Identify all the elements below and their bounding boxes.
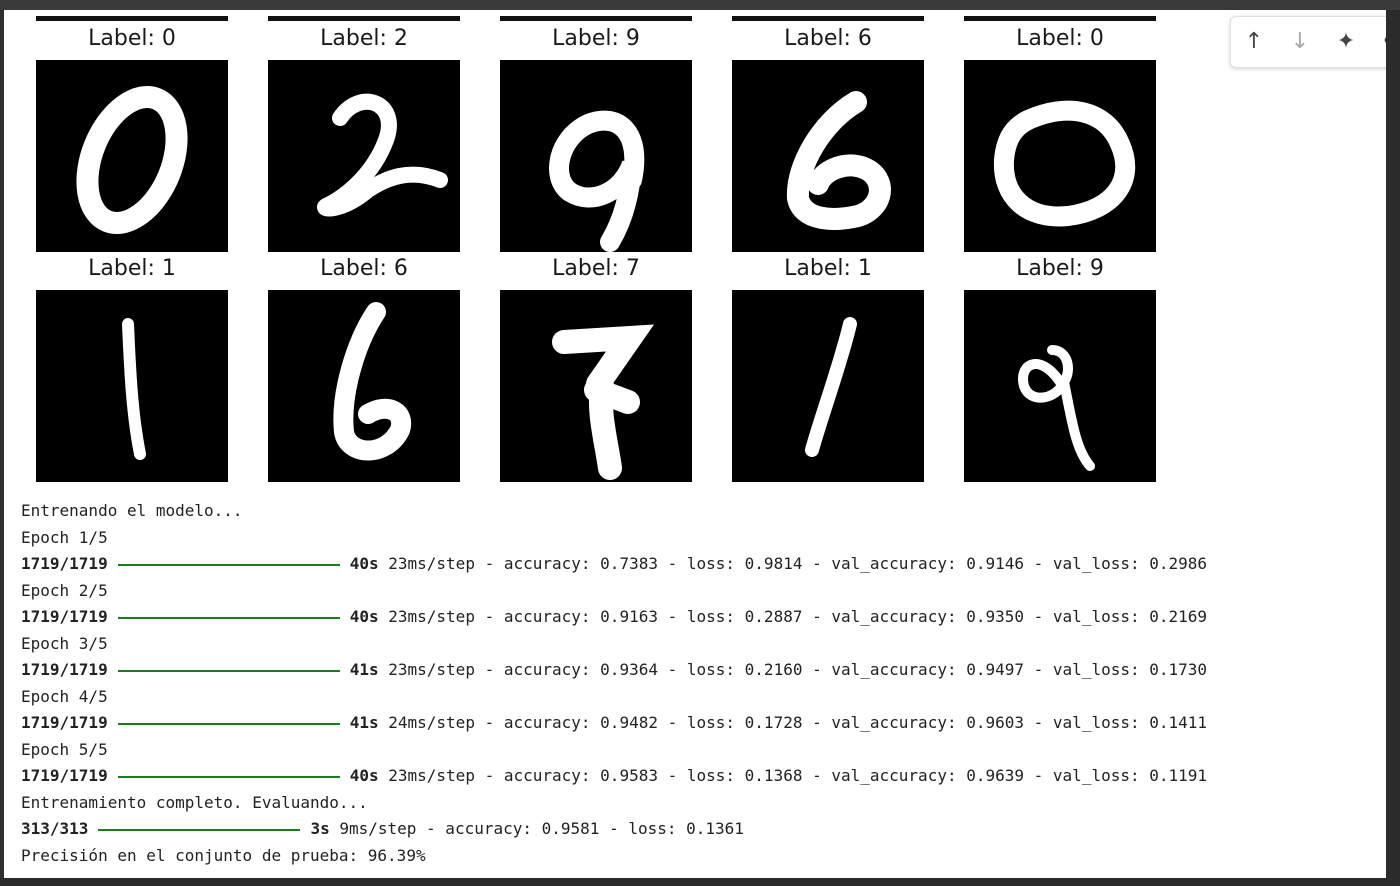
window-right-edge <box>1386 10 1400 886</box>
digit-label: Label: 2 <box>320 26 408 51</box>
epoch-list: Epoch 1/5 1719/1719 40s 23ms/step - accura… <box>21 525 1381 790</box>
epoch-progress-line: 1719/1719 40s 23ms/step - accuracy: 0.916… <box>21 604 1381 631</box>
cell-toolbar: ↑ ↓ ✦ ⚭ <box>1230 16 1386 68</box>
console-output: Entrenando el modelo... Epoch 1/5 1719/17… <box>21 498 1381 869</box>
progress-steps: 1719/1719 <box>21 607 108 626</box>
figure-edge <box>964 16 1156 21</box>
window-top-bar <box>0 0 1400 10</box>
epoch-header: Epoch 2/5 <box>21 580 108 600</box>
progress-steps: 313/313 <box>21 819 89 838</box>
progress-metrics: 23ms/step - accuracy: 0.9163 - loss: 0.2… <box>388 607 1208 626</box>
console-result: Precisión en el conjunto de prueba: 96.3… <box>21 845 426 865</box>
digit-image-0 <box>36 60 228 252</box>
epoch-progress-line: 1719/1719 40s 23ms/step - accuracy: 0.958… <box>21 763 1381 790</box>
console-start: Entrenando el modelo... <box>21 501 243 520</box>
epoch-header: Epoch 1/5 <box>21 527 108 547</box>
progress-metrics: 24ms/step - accuracy: 0.9482 - loss: 0.1… <box>388 713 1208 732</box>
progress-time: 41s <box>349 713 379 732</box>
digit-label: Label: 9 <box>552 26 640 51</box>
sparkle-icon[interactable]: ✦ <box>1336 29 1356 54</box>
progress-steps: 1719/1719 <box>21 660 108 679</box>
progress-bar <box>98 828 301 831</box>
progress-time: 40s <box>349 607 379 626</box>
cell-gutter <box>0 10 4 886</box>
eval-progress-line: 313/313 3s 9ms/step - accuracy: 0.9581 - … <box>21 816 1381 843</box>
digit-label: Label: 0 <box>1016 26 1104 51</box>
digit-label: Label: 7 <box>552 256 640 281</box>
digit-image-6 <box>732 60 924 252</box>
digit-label: Label: 1 <box>784 256 872 281</box>
epoch-header: Epoch 5/5 <box>21 739 108 759</box>
digit-image-9 <box>964 290 1156 482</box>
progress-metrics: 9ms/step - accuracy: 0.9581 - loss: 0.13… <box>339 819 744 838</box>
figure-edge <box>36 16 228 21</box>
progress-metrics: 23ms/step - accuracy: 0.9583 - loss: 0.1… <box>388 766 1208 785</box>
epoch-header: Epoch 3/5 <box>21 633 108 653</box>
figure-edge <box>732 16 924 21</box>
cell-output-area: Label: 0 Label: 2 Label: 9 Label: 6 Label: 0… <box>4 10 1386 878</box>
progress-bar <box>117 775 340 778</box>
digit-image-0 <box>964 60 1156 252</box>
progress-bar <box>117 616 340 619</box>
progress-time: 3s <box>310 819 330 838</box>
epoch-progress-line: 1719/1719 41s 24ms/step - accuracy: 0.948… <box>21 710 1381 737</box>
window-bottom-edge <box>0 878 1400 886</box>
figure-edge <box>268 16 460 21</box>
epoch-progress-line: 1719/1719 40s 23ms/step - accuracy: 0.738… <box>21 551 1381 578</box>
progress-steps: 1719/1719 <box>21 554 108 573</box>
epoch-header: Epoch 4/5 <box>21 686 108 706</box>
arrow-down-icon[interactable]: ↓ <box>1290 29 1310 54</box>
digit-label: Label: 9 <box>1016 256 1104 281</box>
epoch-progress-line: 1719/1719 41s 23ms/step - accuracy: 0.936… <box>21 657 1381 684</box>
progress-steps: 1719/1719 <box>21 766 108 785</box>
progress-steps: 1719/1719 <box>21 713 108 732</box>
digit-label: Label: 6 <box>320 256 408 281</box>
digit-image-1 <box>36 290 228 482</box>
digit-image-7 <box>500 290 692 482</box>
arrow-up-icon[interactable]: ↑ <box>1244 29 1264 54</box>
digit-label: Label: 6 <box>784 26 872 51</box>
figure-edge <box>500 16 692 21</box>
digit-image-6 <box>268 290 460 482</box>
progress-bar <box>117 563 340 566</box>
link-icon[interactable]: ⚭ <box>1377 29 1386 55</box>
progress-metrics: 23ms/step - accuracy: 0.9364 - loss: 0.2… <box>388 660 1208 679</box>
progress-time: 41s <box>349 660 379 679</box>
console-eval-msg: Entrenamiento completo. Evaluando... <box>21 792 368 812</box>
digit-label: Label: 0 <box>88 26 176 51</box>
digit-image-2 <box>268 60 460 252</box>
digit-image-1 <box>732 290 924 482</box>
progress-time: 40s <box>349 554 379 573</box>
progress-time: 40s <box>349 766 379 785</box>
digit-image-9 <box>500 60 692 252</box>
progress-bar <box>117 722 340 725</box>
progress-metrics: 23ms/step - accuracy: 0.7383 - loss: 0.9… <box>388 554 1208 573</box>
progress-bar <box>117 669 340 672</box>
digit-label: Label: 1 <box>88 256 176 281</box>
